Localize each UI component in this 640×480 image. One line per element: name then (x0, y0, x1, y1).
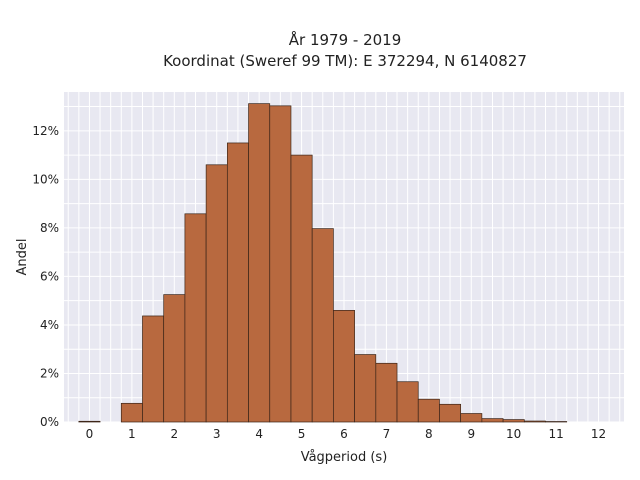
histogram-bar (248, 103, 271, 423)
y-tick-label: 6% (40, 269, 59, 283)
histogram-bar (375, 362, 398, 423)
x-tick-label: 4 (255, 427, 263, 441)
x-tick-label: 5 (298, 427, 306, 441)
histogram-bar (311, 228, 334, 423)
x-tick-label: 3 (213, 427, 221, 441)
x-tick-label: 12 (591, 427, 606, 441)
y-tick-label: 0% (40, 415, 59, 429)
bars (78, 103, 568, 423)
histogram-bar (333, 310, 355, 423)
y-tick-label: 12% (32, 124, 59, 138)
x-tick-label: 2 (170, 427, 178, 441)
y-tick-label: 2% (40, 366, 59, 380)
histogram-bar (439, 403, 462, 423)
x-tick-label: 8 (425, 427, 433, 441)
x-tick-label: 1 (128, 427, 136, 441)
chart-title-line-1: År 1979 - 2019 (289, 30, 402, 49)
x-tick-label: 7 (383, 427, 391, 441)
histogram-bar (184, 213, 207, 423)
x-axis-ticks: 0 1 2 3 4 5 6 7 8 9 10 11 12 (86, 427, 607, 441)
histogram-bar (142, 315, 165, 423)
histogram-bar (269, 105, 292, 423)
histogram-bar (502, 419, 525, 423)
histogram-bar (354, 354, 377, 423)
histogram-bar (290, 154, 313, 423)
histogram-bar (226, 142, 249, 423)
histogram-bar (120, 402, 143, 423)
x-tick-label: 9 (467, 427, 475, 441)
y-tick-label: 4% (40, 318, 59, 332)
x-tick-label: 11 (548, 427, 563, 441)
y-axis-ticks: 0% 2% 4% 6% 8% 10% 12% (32, 124, 59, 429)
x-tick-label: 0 (86, 427, 94, 441)
histogram-bar (460, 413, 483, 423)
x-tick-label: 6 (340, 427, 348, 441)
histogram-bar (481, 418, 504, 423)
histogram-bar (205, 164, 228, 423)
histogram-bar (417, 398, 440, 423)
y-axis-label: Andel (15, 239, 30, 276)
y-tick-label: 8% (40, 221, 59, 235)
histogram-bar (163, 294, 186, 423)
histogram-bar (523, 420, 546, 423)
x-axis-label: Vågperiod (s) (301, 450, 388, 465)
histogram-bar (396, 381, 419, 423)
chart-title-line-2: Koordinat (Sweref 99 TM): E 372294, N 61… (163, 52, 527, 70)
histogram-bar (78, 420, 101, 423)
x-tick-label: 10 (506, 427, 521, 441)
y-tick-label: 10% (32, 172, 59, 186)
